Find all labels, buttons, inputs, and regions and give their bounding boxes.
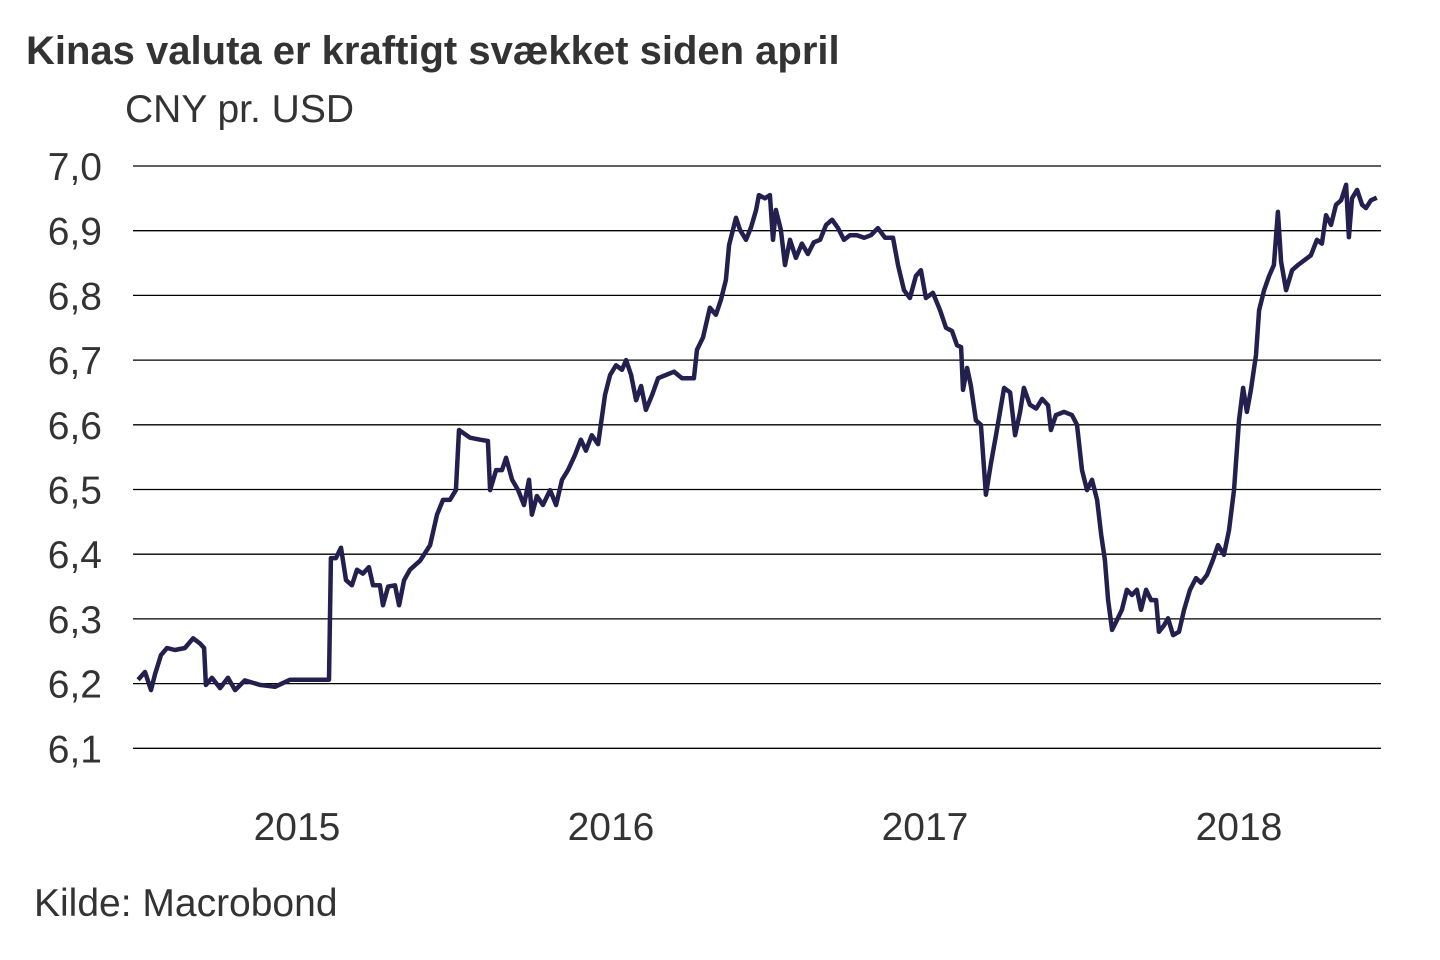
y-tick-label: 6,4 (48, 534, 102, 577)
x-tick-label: 2018 (1196, 806, 1283, 849)
y-tick-label: 6,7 (48, 340, 102, 383)
chart-title: Kinas valuta er kraftigt svækket siden a… (26, 29, 840, 73)
y-tick-label: 6,3 (48, 599, 102, 642)
y-tick-label: 7,0 (48, 146, 102, 189)
y-tick-label: 6,8 (48, 275, 102, 318)
y-tick-label: 6,6 (48, 405, 102, 448)
y-tick-label: 6,2 (48, 664, 102, 707)
source-note: Kilde: Macrobond (34, 882, 338, 925)
series-line-cny-usd (136, 182, 1378, 693)
y-tick-label: 6,5 (48, 470, 102, 513)
y-tick-label: 6,9 (48, 211, 102, 254)
x-tick-label: 2015 (254, 806, 341, 849)
y-tick-label: 6,1 (48, 728, 102, 771)
y-tick-labels: 7,0 6,9 6,8 6,7 6,6 6,5 6,4 6,3 6,2 6,1 (48, 146, 102, 771)
gridlines (133, 165, 1381, 749)
x-tick-labels: 2015 2016 2017 2018 (254, 806, 1283, 849)
x-tick-label: 2017 (882, 806, 969, 849)
x-tick-label: 2016 (568, 806, 655, 849)
y-axis-label: CNY pr. USD (125, 88, 354, 131)
